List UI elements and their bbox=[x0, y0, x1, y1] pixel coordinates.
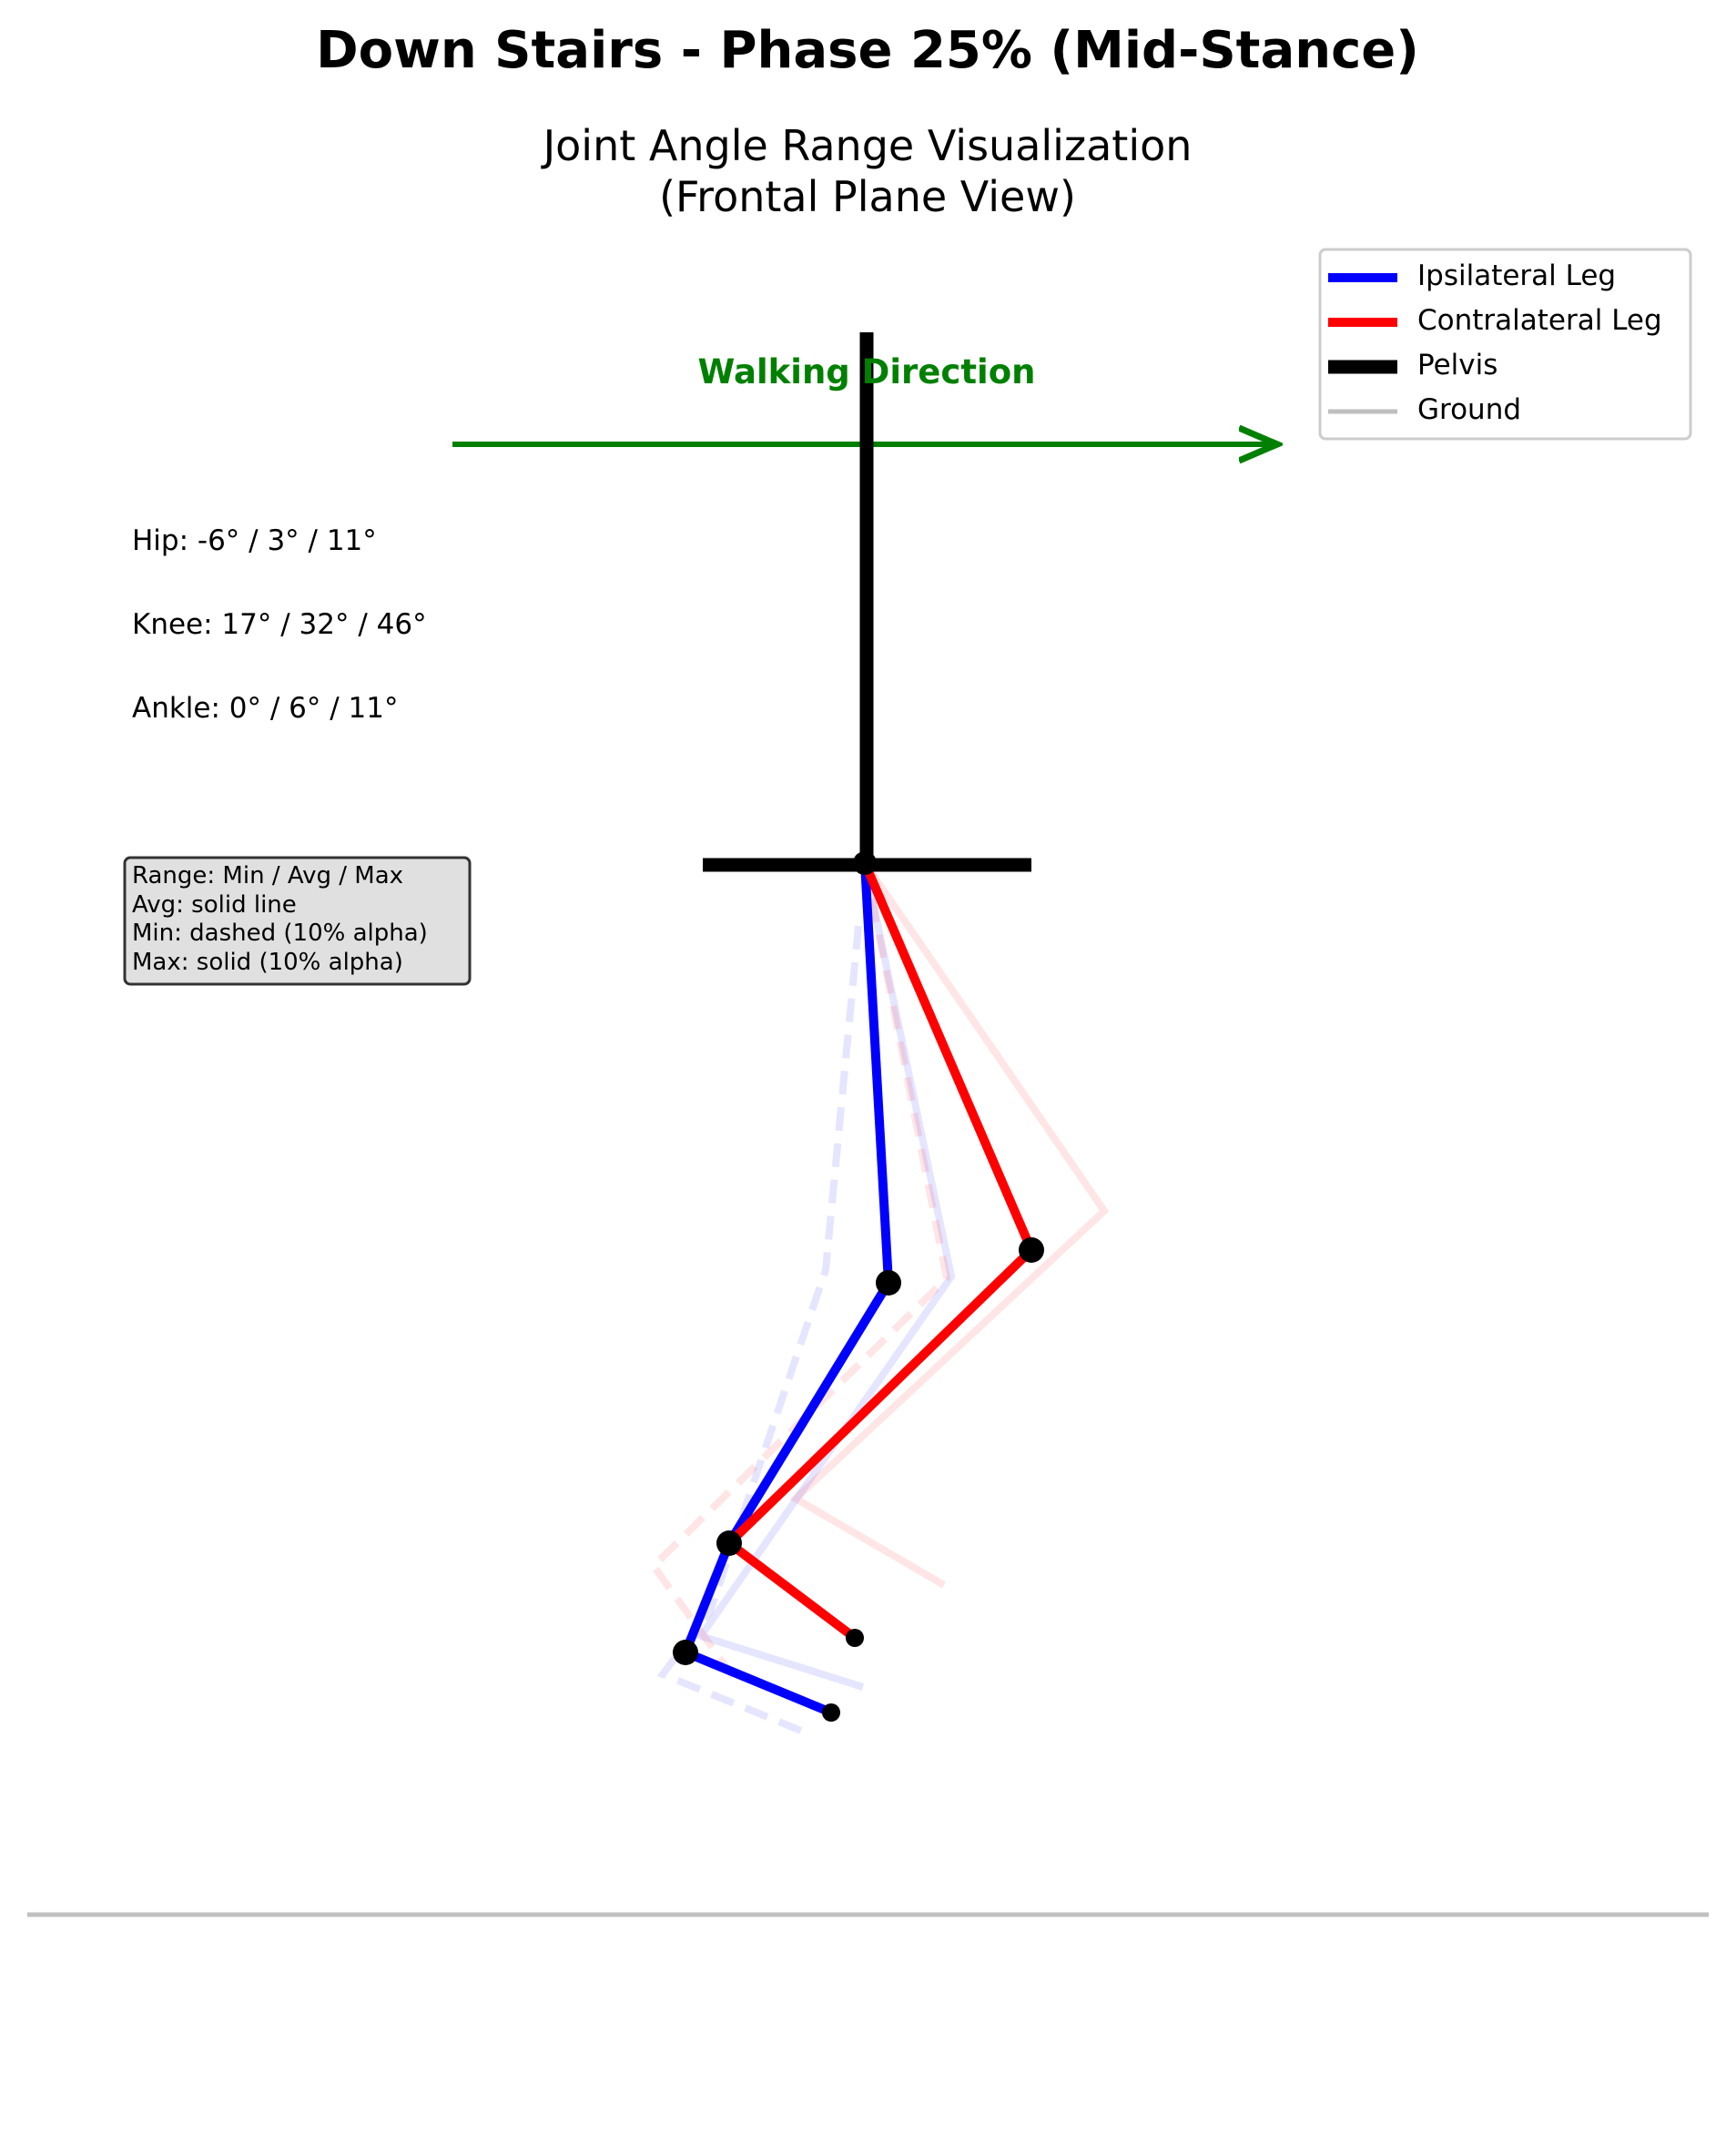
ankle-angle-text: Ankle: 0° / 6° / 11° bbox=[132, 692, 399, 725]
ipsilateral-knee-marker bbox=[876, 1270, 901, 1296]
contralateral-ankle-marker bbox=[716, 1530, 742, 1556]
hip-angle-text: Hip: -6° / 3° / 11° bbox=[132, 524, 377, 557]
legend-label-ground: Ground bbox=[1417, 393, 1521, 426]
subtitle-line2: (Frontal Plane View) bbox=[659, 172, 1076, 221]
info-line-max: Max: solid (10% alpha) bbox=[132, 949, 403, 976]
range-info-box: Range: Min / Avg / Max Avg: solid line M… bbox=[125, 858, 470, 984]
info-line-min: Min: dashed (10% alpha) bbox=[132, 920, 428, 947]
subtitle-line1: Joint Angle Range Visualization bbox=[541, 121, 1193, 170]
legend-label-pelvis: Pelvis bbox=[1417, 349, 1497, 381]
legend: Ipsilateral Leg Contralateral Leg Pelvis… bbox=[1320, 249, 1690, 439]
contralateral-min-ghost bbox=[654, 863, 947, 1679]
hip-joint-marker bbox=[853, 851, 877, 875]
contralateral-toe-marker bbox=[846, 1629, 864, 1647]
contralateral-leg bbox=[729, 863, 1031, 1638]
walking-direction-label: Walking Direction bbox=[698, 352, 1036, 391]
ipsilateral-toe-marker bbox=[822, 1703, 840, 1722]
ipsilateral-ankle-marker bbox=[673, 1640, 698, 1665]
knee-angle-text: Knee: 17° / 32° / 46° bbox=[132, 608, 427, 641]
contralateral-knee-marker bbox=[1019, 1237, 1044, 1263]
contralateral-max-ghost bbox=[796, 863, 1104, 1585]
figure-title: Down Stairs - Phase 25% (Mid-Stance) bbox=[316, 21, 1419, 80]
legend-label-contralateral: Contralateral Leg bbox=[1417, 304, 1662, 337]
info-line-avg: Avg: solid line bbox=[132, 891, 297, 919]
info-line-range: Range: Min / Avg / Max bbox=[132, 862, 403, 889]
legend-label-ipsilateral: Ipsilateral Leg bbox=[1417, 259, 1616, 292]
ipsilateral-min-ghost bbox=[663, 926, 858, 1733]
